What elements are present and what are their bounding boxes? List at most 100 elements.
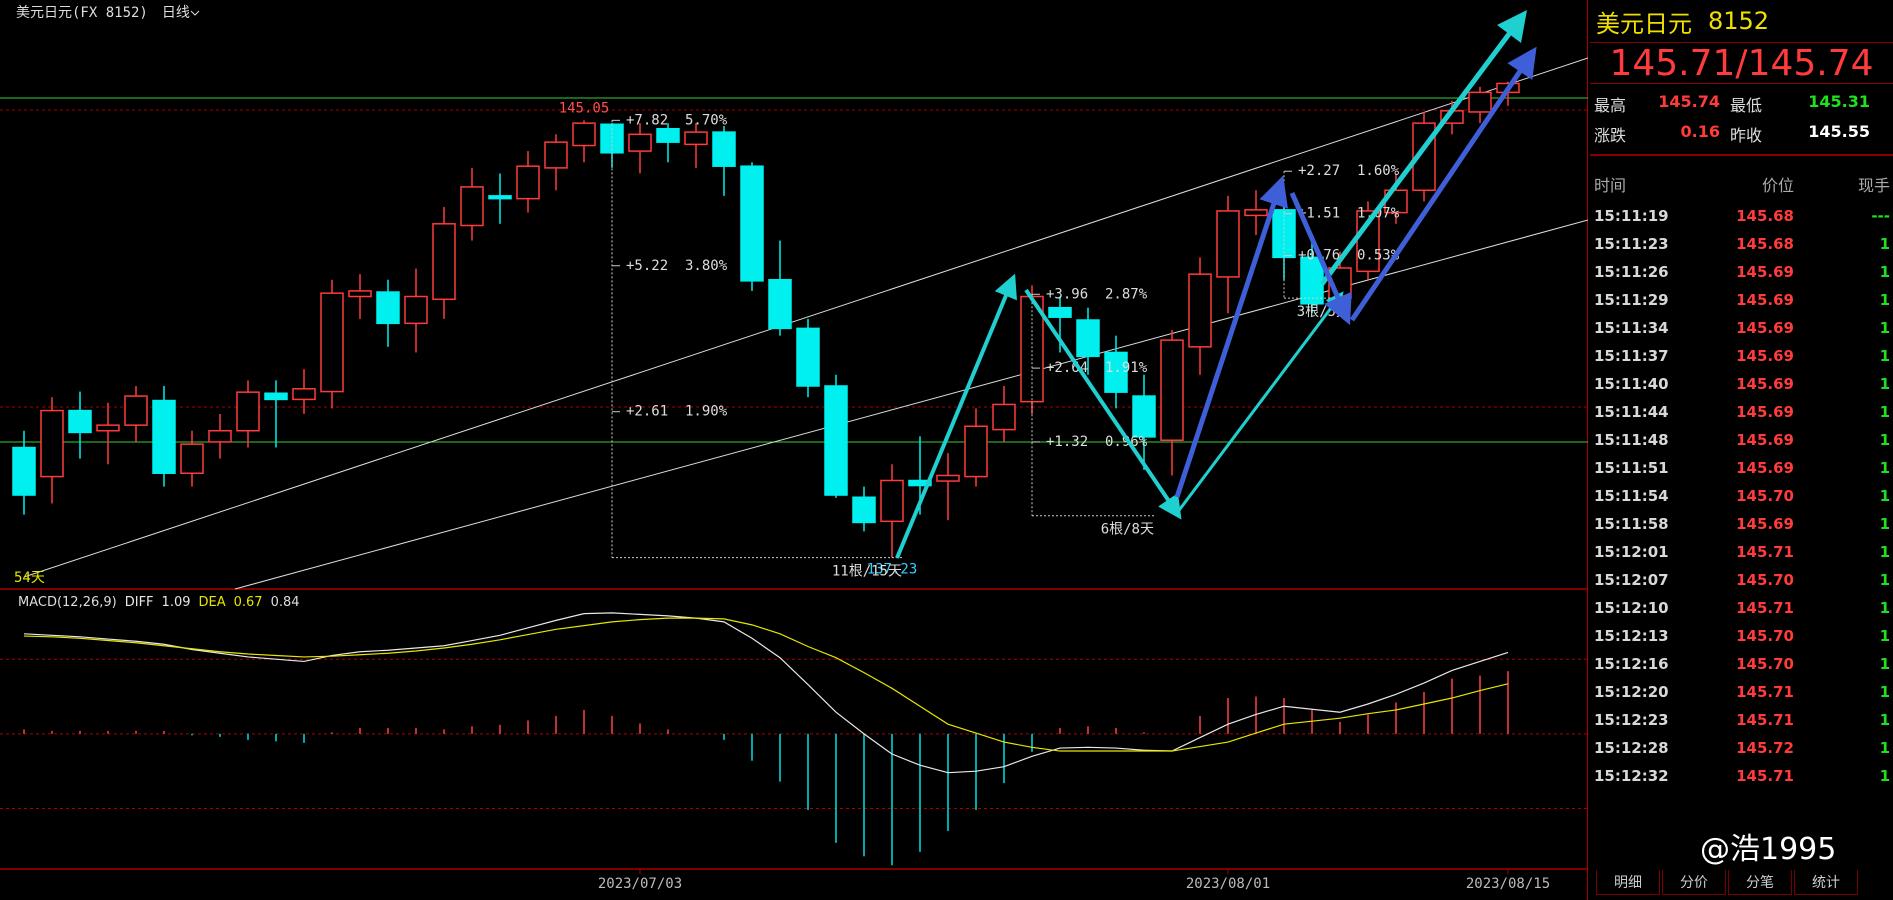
macd-line	[23, 612, 1509, 774]
trade-cell: 145.69	[1736, 347, 1794, 365]
candle-body	[992, 403, 1016, 431]
tab[interactable]: 明细	[1596, 870, 1660, 895]
trade-cell: 145.70	[1736, 571, 1794, 589]
trade-cell: 15:11:23	[1594, 235, 1669, 253]
trade-cell: 1	[1879, 375, 1890, 393]
toolbar: 美元日元(FX 8152) 日线	[0, 0, 200, 24]
trade-cell: 1	[1879, 711, 1890, 729]
drawings	[895, 9, 1537, 559]
measure-label: +2.27 1.60%	[1298, 163, 1400, 179]
candle-body	[1300, 256, 1324, 305]
trade-cell: 15:12:23	[1594, 711, 1669, 729]
candle-body	[628, 133, 652, 152]
quote-title: 美元日元 8152	[1590, 0, 1893, 43]
trade-row: 15:11:54 145.70 1	[1590, 482, 1893, 510]
legend-value: 0.67	[233, 594, 263, 610]
trade-cell: 15:11:51	[1594, 459, 1669, 477]
candle-body	[264, 392, 288, 401]
candle-body	[320, 292, 344, 393]
trade-row: 15:12:10 145.71 1	[1590, 594, 1893, 622]
column-header: 时间	[1594, 176, 1627, 195]
quote-name: 美元日元	[1596, 9, 1692, 38]
trade-cell: 1	[1879, 347, 1890, 365]
tab[interactable]: 分价	[1662, 870, 1726, 895]
candle-body	[964, 425, 988, 478]
arrow	[1024, 288, 1182, 520]
stat-value: 145.55	[1808, 122, 1870, 141]
trade-cell: 15:12:20	[1594, 683, 1669, 701]
candle-body	[1468, 91, 1492, 113]
candle-body	[572, 122, 596, 147]
trade-cell: 15:11:19	[1594, 207, 1669, 225]
trade-row: 15:11:34 145.69 1	[1590, 314, 1893, 342]
stat-label: 最高	[1594, 96, 1627, 115]
trade-cell: 15:11:54	[1594, 487, 1669, 505]
trade-cell: 145.71	[1736, 767, 1794, 785]
trade-cell: 15:12:16	[1594, 655, 1669, 673]
measure-label: +1.51 1.07%	[1298, 206, 1400, 222]
measure-span-label: 6根/8天	[1101, 522, 1154, 538]
trade-cell: 145.71	[1736, 683, 1794, 701]
trade-cell: 145.69	[1736, 375, 1794, 393]
trade-cell: 145.69	[1736, 459, 1794, 477]
trade-cell: 1	[1879, 319, 1890, 337]
channel-line	[234, 219, 1588, 590]
trade-row: 15:11:23 145.68 1	[1590, 230, 1893, 258]
trade-row: 15:12:01 145.71 1	[1590, 538, 1893, 566]
candle-body	[152, 399, 176, 474]
candle-body	[1216, 210, 1240, 278]
watermark: @浩1995	[1700, 832, 1837, 867]
trade-cell: 145.69	[1736, 291, 1794, 309]
trade-row: 15:11:44 145.69 1	[1590, 398, 1893, 426]
x-tick-label: 2023/08/15	[1466, 876, 1550, 892]
candle-body	[1076, 319, 1100, 358]
legend-name: DIFF	[124, 594, 154, 610]
quote-price: 145.71/145.74	[1590, 43, 1893, 84]
x-tick-label: 2023/07/03	[598, 876, 682, 892]
arrow	[1289, 191, 1352, 326]
trade-cell: 15:12:32	[1594, 767, 1669, 785]
trade-cell: 15:11:58	[1594, 515, 1669, 533]
tab[interactable]: 统计	[1794, 870, 1858, 895]
stat-label: 最低	[1730, 96, 1763, 115]
quote-panel: 美元日元 8152 145.71/145.74 最高 145.74 最低 145.31 涨…	[1590, 0, 1893, 900]
trade-cell: 145.69	[1736, 515, 1794, 533]
trade-cell: 15:11:37	[1594, 347, 1669, 365]
trade-cell: 145.69	[1736, 431, 1794, 449]
candle-body	[1104, 351, 1128, 393]
trade-row: 15:11:51 145.69 1	[1590, 454, 1893, 482]
symbol-title: 美元日元(FX 8152)	[16, 5, 148, 21]
quote-code: 8152	[1708, 7, 1770, 35]
trade-cell: 1	[1879, 263, 1890, 281]
trade-row: 15:11:29 145.69 1	[1590, 286, 1893, 314]
candle-body	[1132, 395, 1156, 438]
candle-body	[12, 446, 36, 496]
trade-cell: 145.68	[1736, 207, 1794, 225]
trade-cell: 145.69	[1736, 263, 1794, 281]
stat-label: 昨收	[1730, 126, 1763, 145]
trade-cell: 15:11:40	[1594, 375, 1669, 393]
trade-row: 15:11:48 145.69 1	[1590, 426, 1893, 454]
trade-cell: 15:11:44	[1594, 403, 1669, 421]
candle-body	[432, 223, 456, 301]
candle-body	[68, 409, 92, 434]
trade-cell: 1	[1879, 767, 1890, 785]
trade-row: 15:12:23 145.71 1	[1590, 706, 1893, 734]
trade-cell: 145.68	[1736, 235, 1794, 253]
period-label[interactable]: 日线	[161, 5, 190, 21]
period-selector[interactable]: 日线	[162, 2, 200, 22]
trade-cell: 1	[1879, 683, 1890, 701]
trade-row: 15:12:16 145.70 1	[1590, 650, 1893, 678]
measure-label: +2.64 1.91%	[1046, 360, 1148, 376]
chevron[interactable]	[190, 9, 200, 17]
stat-value: 145.31	[1808, 92, 1870, 111]
legend-name: DEA	[198, 594, 226, 610]
trade-cell: 1	[1879, 599, 1890, 617]
trade-cell: 15:11:34	[1594, 319, 1669, 337]
trade-row: 15:11:19 145.68 ---	[1590, 202, 1893, 230]
trade-row: 15:12:32 145.71 1	[1590, 762, 1893, 790]
trade-cell: 15:11:48	[1594, 431, 1669, 449]
trade-cell: 15:11:29	[1594, 291, 1669, 309]
tab[interactable]: 分笔	[1728, 870, 1792, 895]
trade-row: 15:11:37 145.69 1	[1590, 342, 1893, 370]
